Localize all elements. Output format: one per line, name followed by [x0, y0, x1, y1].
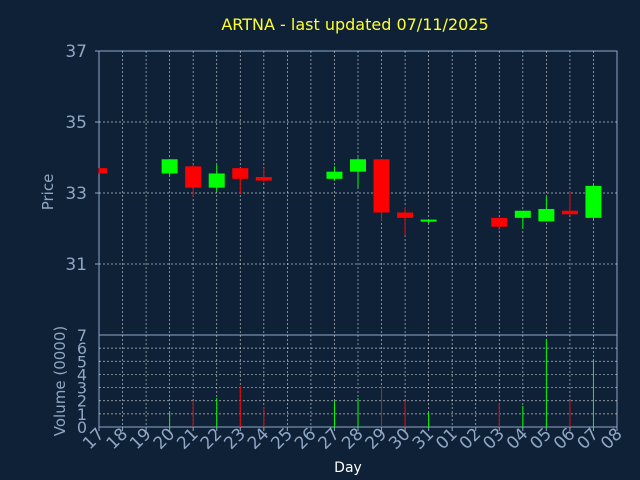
price-axis-label: Price: [39, 174, 57, 211]
candle-body: [397, 212, 414, 218]
x-axis-label: Day: [334, 460, 362, 476]
volume-tick-label: 7: [77, 326, 87, 345]
candle-body: [185, 166, 202, 188]
volume-tick-label: 3: [77, 379, 87, 398]
price-tick-label: 37: [65, 42, 87, 62]
candle-body: [161, 159, 178, 174]
candle-body: [585, 185, 602, 218]
chart-title: ARTNA - last updated 07/11/2025: [221, 15, 488, 34]
candle-body: [232, 168, 249, 179]
price-panel: 31 33 35 37: [65, 42, 618, 336]
candle-body: [350, 159, 366, 172]
candle-body: [208, 173, 225, 188]
candle-body: [255, 177, 272, 181]
candle-body: [514, 210, 531, 218]
x-axis: 1718192021222324252627282930310102030405…: [79, 424, 626, 453]
candle-body: [326, 171, 343, 179]
price-tick-label: 35: [65, 113, 87, 133]
candle-body: [99, 168, 107, 174]
volume-tick-label: 5: [77, 352, 87, 371]
price-tick-label: 33: [65, 184, 87, 204]
volume-tick-label: 6: [77, 339, 87, 358]
candle-body: [373, 159, 390, 213]
volume-tick-label: 2: [77, 392, 87, 411]
candle-body: [420, 219, 437, 222]
candle-body: [538, 208, 555, 222]
volume-tick-label: 1: [77, 405, 87, 424]
candle-body: [491, 217, 508, 227]
price-tick-label: 31: [65, 255, 87, 275]
volume-tick-label: 4: [77, 365, 87, 384]
candle-body: [561, 210, 578, 215]
volume-tick-label: 0: [77, 418, 87, 437]
x-tick-label: 08: [597, 424, 626, 453]
volume-axis-label: Volume (0000): [51, 326, 69, 436]
